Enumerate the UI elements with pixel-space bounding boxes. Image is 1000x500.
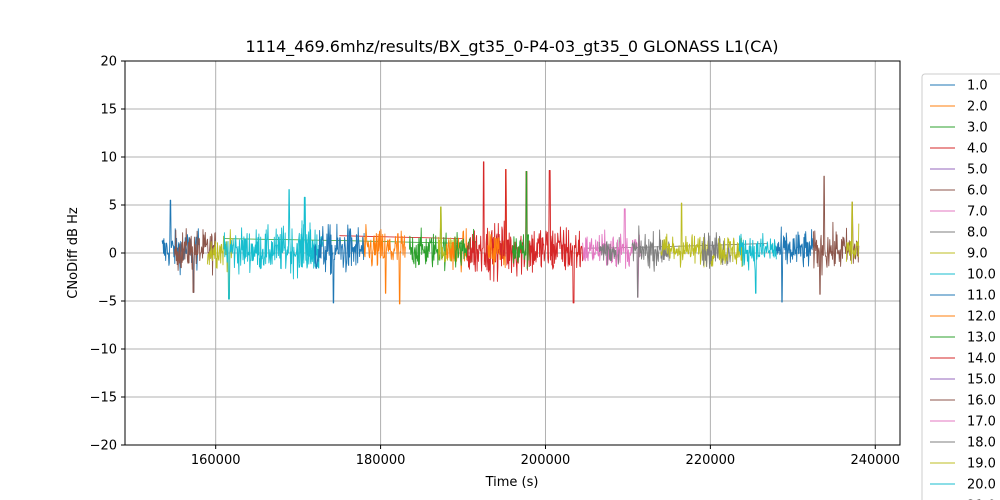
y-tick-label: 15 [100,103,117,118]
legend-label-13.0: 13.0 [967,331,996,346]
series-line-19.0 [845,201,860,265]
y-tick-label: 20 [100,55,117,70]
x-tick-label: 220000 [686,453,736,468]
series-line-20.0 [223,224,278,300]
y-tick-label: −5 [98,295,117,310]
legend-label-18.0: 18.0 [967,436,996,451]
y-tick-label: 10 [100,151,117,166]
series-line-19.0 [718,237,744,268]
legend-label-2.0: 2.0 [967,100,988,115]
series-line-19.0 [660,202,715,268]
legend-label-21.0: 21.0 [967,499,996,500]
legend-label-15.0: 15.0 [967,373,996,388]
series-line-20.0 [297,196,324,269]
legend-label-14.0: 14.0 [967,352,996,367]
x-tick-label: 240000 [850,453,900,468]
y-tick-label: 0 [109,247,117,262]
series-line-18.0 [631,225,670,298]
legend: 1.0 2.0 3.0 4.0 5.0 6.0 7.0 8.0 9.0 10.0 11.0 12.0 1… [921,73,1000,500]
x-tick-label: 180000 [356,453,406,468]
y-tick-label: 5 [109,199,117,214]
legend-label-11.0: 11.0 [967,289,996,304]
series-line-13.0 [512,170,530,270]
series-line-14.0 [549,169,584,304]
legend-label-6.0: 6.0 [967,184,988,199]
series-line-11.0 [314,223,365,304]
x-axis: 160000 180000 200000 220000 240000 [191,445,900,468]
y-tick-label: −10 [90,343,117,358]
x-tick-label: 160000 [191,453,241,468]
legend-label-7.0: 7.0 [967,205,988,220]
legend-label-16.0: 16.0 [967,394,996,409]
legend-label-5.0: 5.0 [967,163,988,178]
x-tick-label: 200000 [521,453,571,468]
legend-label-1.0: 1.0 [967,79,988,94]
series-line-12.0 [487,169,509,268]
y-axis: −20 −15 −10 −5 0 5 10 15 20 [90,55,125,454]
y-tick-label: −20 [90,439,117,454]
plot-area [161,161,860,305]
legend-label-10.0: 10.0 [967,268,996,283]
legend-label-12.0: 12.0 [967,310,996,325]
legend-label-19.0: 19.0 [967,457,996,472]
legend-label-3.0: 3.0 [967,121,988,136]
y-tick-label: −15 [90,391,117,406]
legend-label-9.0: 9.0 [967,247,988,262]
x-axis-label: Time (s) [485,475,539,490]
legend-box [921,73,1000,500]
chart-title: 1114_469.6mhz/results/BX_gt35_0-P4-03_gt… [245,37,778,57]
legend-label-17.0: 17.0 [967,415,996,430]
legend-label-4.0: 4.0 [967,142,988,157]
legend-label-20.0: 20.0 [967,478,996,493]
series-line-11.0 [775,226,814,303]
series-line-10.0 [277,189,320,280]
legend-label-8.0: 8.0 [967,226,988,241]
series-line-12.0 [363,224,406,305]
series-line-14.0 [466,161,501,282]
series-connector-13.0 [223,238,464,244]
y-axis-label: CNoDiff dB Hz [66,207,81,299]
series-line-20.0 [738,232,777,294]
